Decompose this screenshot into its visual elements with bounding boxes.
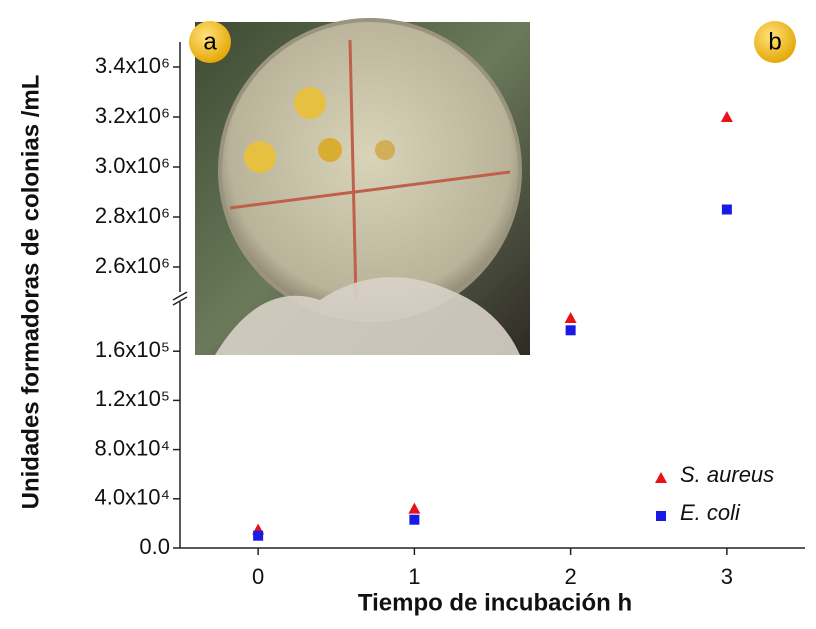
x-tick-label: 2	[565, 564, 577, 589]
y-tick-label: 2.8x10⁶	[95, 203, 170, 228]
marker	[253, 531, 263, 541]
y-tick-label: 1.2x10⁵	[95, 386, 170, 411]
annotation: a	[203, 28, 217, 55]
x-tick-label: 1	[408, 564, 420, 589]
y-tick-label: 8.0x10⁴	[94, 435, 170, 460]
y-tick-label: 3.2x10⁶	[95, 103, 170, 128]
marker	[566, 325, 576, 335]
y-tick-label: 1.6x10⁵	[95, 337, 170, 362]
marker	[656, 511, 666, 521]
x-axis-label: Tiempo de incubación h	[358, 589, 632, 616]
y-tick-label: 3.0x10⁶	[95, 153, 170, 178]
marker	[565, 312, 577, 323]
legend-label: S. aureus	[680, 462, 774, 487]
marker	[722, 205, 732, 215]
chart: Tiempo de incubación h Unidades formador…	[0, 0, 816, 624]
marker	[655, 472, 667, 483]
y-tick-label: 4.0x10⁴	[94, 485, 170, 510]
x-tick-label: 3	[721, 564, 733, 589]
annotation: b	[768, 28, 781, 55]
y-axis-label: Unidades formadoras de colonias /mL	[17, 75, 44, 510]
y-tick-label: 0.0	[139, 534, 170, 559]
y-tick-label: 3.4x10⁶	[95, 53, 170, 78]
x-tick-label: 0	[252, 564, 264, 589]
y-tick-label: 2.6x10⁶	[95, 253, 170, 278]
marker	[409, 515, 419, 525]
marker	[721, 111, 733, 122]
legend-label: E. coli	[680, 500, 741, 525]
marker	[408, 503, 420, 514]
photo	[195, 20, 530, 355]
